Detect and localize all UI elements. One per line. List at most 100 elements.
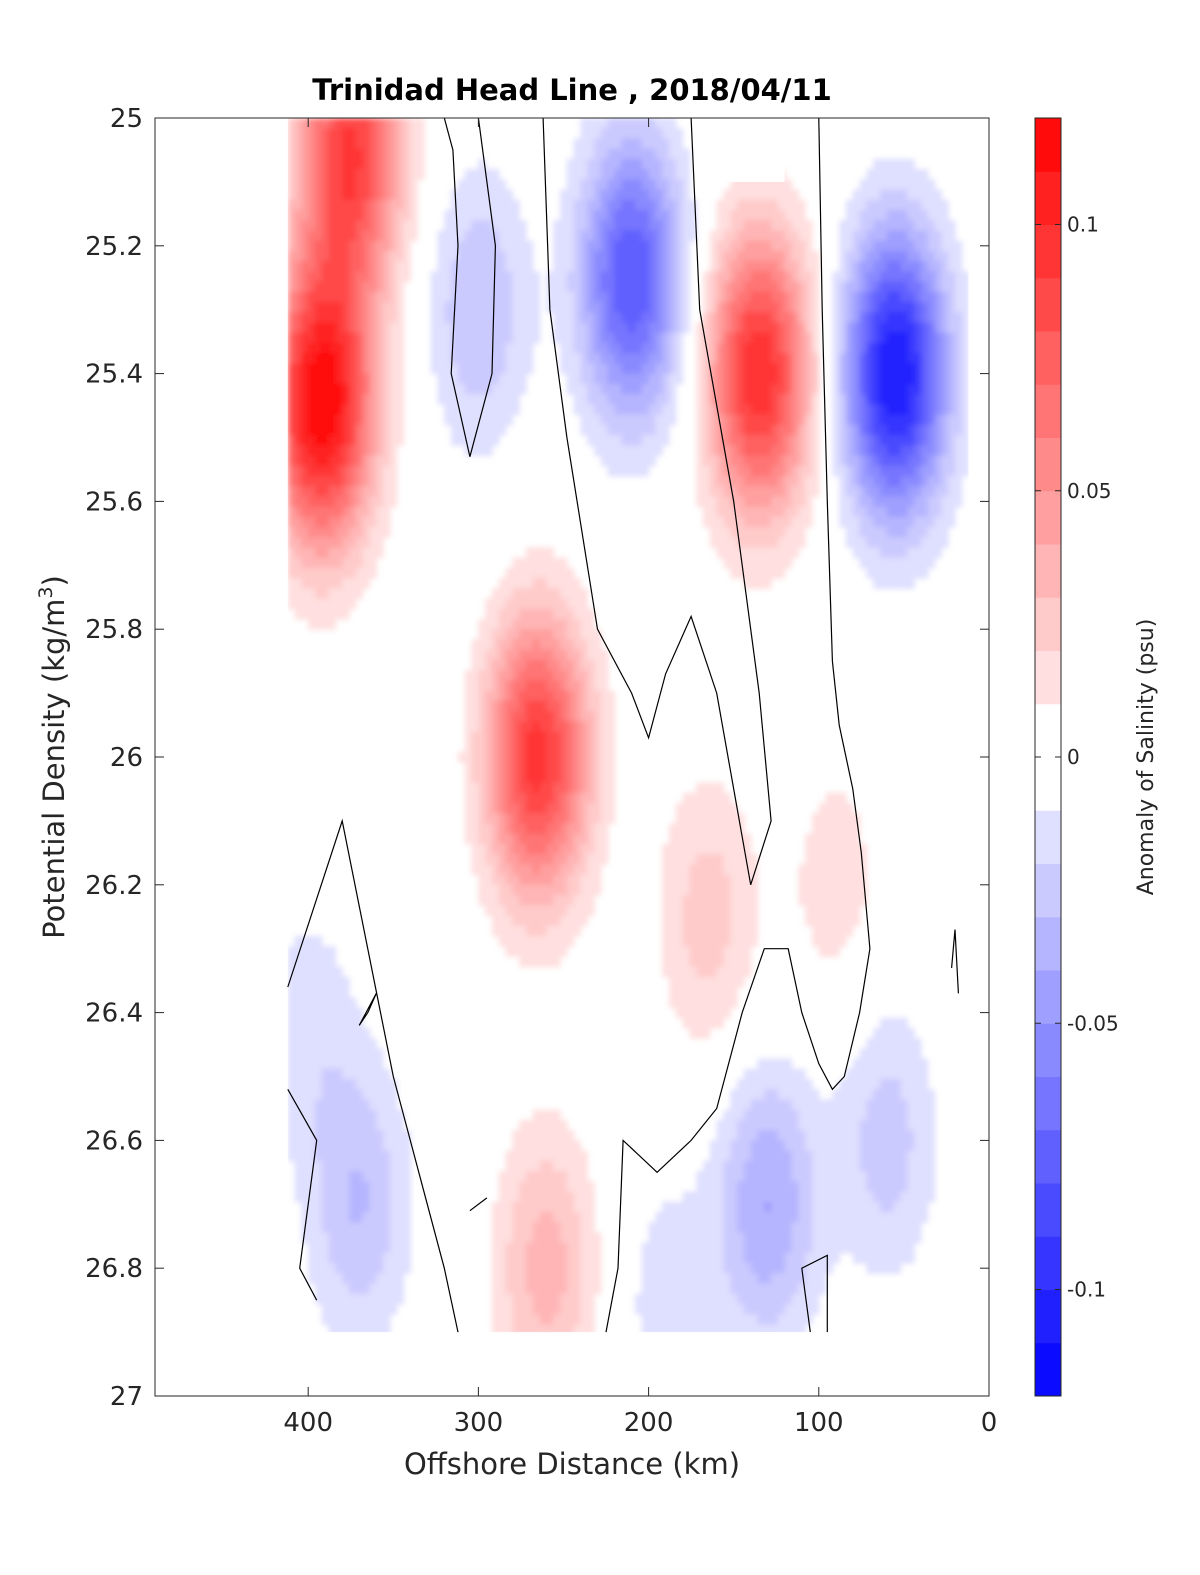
anomaly-cell bbox=[696, 946, 704, 957]
anomaly-cell bbox=[839, 1099, 847, 1111]
anomaly-cell bbox=[294, 956, 302, 968]
anomaly-cell bbox=[294, 1089, 302, 1101]
anomaly-cell bbox=[737, 1171, 745, 1182]
anomaly-cell bbox=[376, 302, 384, 313]
anomaly-cell bbox=[355, 1140, 364, 1152]
anomaly-cell bbox=[723, 455, 731, 467]
anomaly-cell bbox=[301, 1150, 309, 1162]
anomaly-cell bbox=[546, 1314, 554, 1326]
anomaly-cell bbox=[369, 383, 377, 395]
anomaly-cell bbox=[335, 169, 343, 180]
anomaly-cell bbox=[328, 383, 337, 395]
anomaly-cell bbox=[709, 997, 718, 1009]
anomaly-cell bbox=[519, 710, 527, 722]
anomaly-cell bbox=[716, 465, 725, 477]
anomaly-cell bbox=[301, 128, 309, 140]
anomaly-cell bbox=[709, 1201, 718, 1213]
anomaly-cell bbox=[709, 434, 718, 446]
anomaly-cell bbox=[389, 118, 398, 129]
anomaly-cell bbox=[308, 537, 316, 548]
anomaly-cell bbox=[471, 762, 479, 773]
anomaly-cell bbox=[662, 895, 670, 906]
anomaly-cell bbox=[798, 465, 806, 477]
anomaly-cell bbox=[825, 946, 834, 957]
anomaly-cell bbox=[791, 271, 799, 283]
anomaly-cell bbox=[403, 1181, 411, 1193]
anomaly-cell bbox=[492, 731, 500, 743]
anomaly-cell bbox=[539, 915, 548, 927]
anomaly-cell bbox=[669, 1242, 677, 1254]
anomaly-cell bbox=[757, 578, 765, 589]
anomaly-cell bbox=[587, 680, 595, 692]
anomaly-cell bbox=[362, 118, 371, 129]
anomaly-cell bbox=[498, 240, 507, 252]
anomaly-cell bbox=[369, 567, 377, 579]
anomaly-cell bbox=[723, 486, 731, 497]
anomaly-cell bbox=[539, 1263, 548, 1274]
anomaly-cell bbox=[682, 884, 691, 896]
anomaly-cell bbox=[539, 1191, 548, 1203]
anomaly-cell bbox=[764, 332, 772, 344]
anomaly-cell bbox=[355, 383, 364, 395]
anomaly-cell bbox=[696, 987, 704, 998]
anomaly-cell bbox=[580, 424, 588, 436]
anomaly-cell bbox=[709, 1252, 718, 1264]
anomaly-cell bbox=[369, 1160, 377, 1172]
anomaly-cell bbox=[526, 772, 534, 784]
anomaly-cell bbox=[383, 148, 391, 160]
anomaly-cell bbox=[628, 332, 636, 344]
anomaly-cell bbox=[560, 1283, 568, 1295]
anomaly-cell bbox=[771, 1109, 779, 1121]
anomaly-cell bbox=[566, 843, 575, 855]
anomaly-cell bbox=[811, 1232, 820, 1244]
anomaly-cell bbox=[573, 1263, 582, 1274]
anomaly-cell bbox=[355, 516, 364, 528]
anomaly-cell bbox=[383, 516, 391, 528]
anomaly-cell bbox=[294, 179, 302, 191]
anomaly-cell bbox=[757, 1099, 765, 1111]
anomaly-cell bbox=[362, 424, 371, 436]
anomaly-cell bbox=[342, 1263, 350, 1274]
anomaly-cell bbox=[614, 281, 622, 293]
anomaly-cell bbox=[532, 905, 541, 917]
anomaly-cell bbox=[362, 455, 371, 467]
anomaly-cell bbox=[498, 210, 507, 221]
anomaly-cell bbox=[437, 281, 445, 293]
anomaly-cell bbox=[512, 700, 520, 712]
anomaly-cell bbox=[730, 905, 738, 917]
anomaly-cell bbox=[594, 404, 602, 416]
anomaly-cell bbox=[308, 966, 316, 978]
anomaly-cell bbox=[478, 639, 486, 651]
anomaly-cell bbox=[607, 250, 616, 262]
anomaly-cell bbox=[314, 1099, 323, 1111]
anomaly-cell bbox=[709, 976, 718, 988]
anomaly-cell bbox=[750, 864, 759, 876]
anomaly-cell bbox=[737, 843, 745, 855]
anomaly-cell bbox=[485, 383, 493, 395]
anomaly-cell bbox=[553, 823, 561, 835]
anomaly-cell bbox=[294, 363, 302, 375]
anomaly-cell bbox=[478, 864, 486, 876]
anomaly-cell bbox=[628, 302, 636, 313]
anomaly-cell bbox=[662, 434, 670, 446]
anomaly-cell bbox=[355, 1038, 364, 1049]
anomaly-cell bbox=[314, 557, 323, 569]
anomaly-cell bbox=[839, 475, 847, 487]
anomaly-cell bbox=[560, 281, 568, 293]
anomaly-cell bbox=[349, 332, 357, 344]
anomaly-cell bbox=[662, 874, 670, 886]
anomaly-cell bbox=[314, 322, 323, 334]
anomaly-cell bbox=[526, 1293, 534, 1305]
anomaly-cell bbox=[628, 353, 636, 364]
anomaly-cell bbox=[600, 169, 609, 180]
anomaly-cell bbox=[505, 1150, 514, 1162]
anomaly-cell bbox=[573, 302, 582, 313]
anomaly-cell bbox=[532, 557, 541, 569]
anomaly-cell bbox=[505, 935, 514, 947]
anomaly-cell bbox=[587, 1181, 595, 1193]
anomaly-cell bbox=[655, 1273, 663, 1285]
anomaly-cell bbox=[478, 700, 486, 712]
anomaly-cell bbox=[600, 700, 609, 712]
anomaly-cell bbox=[777, 1191, 786, 1203]
